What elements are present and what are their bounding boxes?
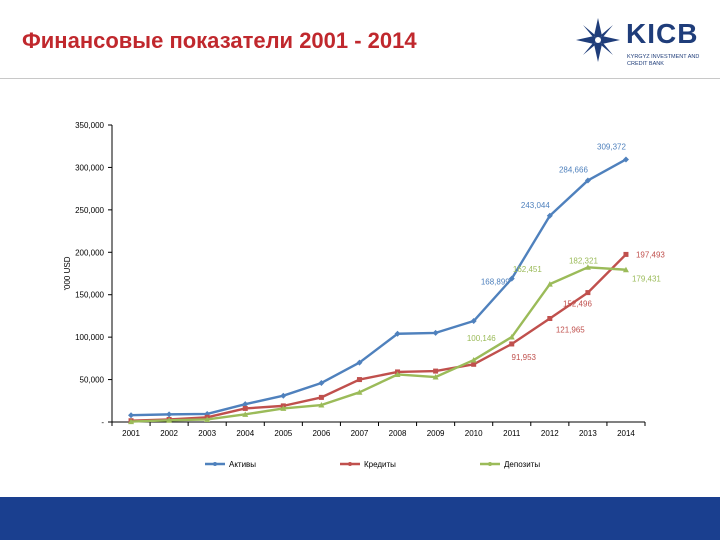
data-point <box>508 275 515 282</box>
x-tick-label: 2010 <box>465 429 483 438</box>
title-divider <box>0 78 720 79</box>
x-tick-label: 2004 <box>236 429 254 438</box>
data-point <box>318 394 324 400</box>
data-point <box>242 405 248 411</box>
footer-bar <box>0 497 720 540</box>
data-label: 284,666 <box>559 165 588 174</box>
legend-entry: Активы <box>229 460 256 469</box>
data-point <box>394 330 401 337</box>
data-point <box>318 402 325 408</box>
y-tick-label: 300,000 <box>75 163 104 172</box>
series-line-0 <box>131 158 627 417</box>
data-label: 309,372 <box>597 142 626 151</box>
y-tick-label: 350,000 <box>75 121 104 130</box>
data-point <box>204 416 211 422</box>
data-point <box>394 371 401 377</box>
data-point <box>128 412 135 419</box>
data-point <box>242 401 249 408</box>
legend-marker <box>488 462 492 466</box>
data-label: 162,451 <box>513 265 542 274</box>
series-line-2 <box>130 266 627 423</box>
data-point <box>356 359 363 366</box>
legend-entry: Депозиты <box>504 460 540 469</box>
data-point <box>546 212 553 219</box>
data-point <box>508 334 515 340</box>
data-label: 91,953 <box>512 353 537 362</box>
x-tick-label: 2006 <box>312 429 330 438</box>
legend-marker <box>213 462 217 466</box>
x-tick-label: 2005 <box>274 429 292 438</box>
y-axis-label: '000 USD <box>63 256 72 290</box>
data-label: 152,496 <box>563 300 592 309</box>
data-point <box>509 341 515 347</box>
x-tick-label: 2001 <box>122 429 140 438</box>
data-point <box>433 368 439 374</box>
data-label: 243,044 <box>521 201 550 210</box>
data-point <box>432 329 439 336</box>
y-tick-label: 100,000 <box>75 333 104 342</box>
data-point <box>470 318 477 325</box>
x-tick-label: 2013 <box>579 429 597 438</box>
y-tick-label: - <box>101 418 104 427</box>
data-label: 100,146 <box>467 334 496 343</box>
data-point <box>470 357 477 363</box>
y-tick-label: 250,000 <box>75 206 104 215</box>
data-label: 179,431 <box>632 275 661 284</box>
data-point <box>166 417 173 423</box>
data-point <box>318 379 325 386</box>
compass-star-icon <box>576 18 620 62</box>
data-point <box>242 411 249 417</box>
x-tick-label: 2003 <box>198 429 216 438</box>
data-label: 121,965 <box>556 326 585 335</box>
data-point <box>584 264 591 270</box>
y-tick-label: 50,000 <box>80 376 105 385</box>
series-line-1 <box>130 253 627 422</box>
logo-wordmark: KICB <box>626 18 699 49</box>
legend-entry: Кредиты <box>364 460 396 469</box>
financial-indicators-chart: - 50,000 100,000 150,000 200,000 250,000 300,0… <box>63 121 665 469</box>
x-tick-label: 2014 <box>617 429 635 438</box>
data-point <box>584 177 591 184</box>
kicb-logo: KICB KYRGYZ INVESTMENT AND CREDIT BANK <box>574 16 706 72</box>
data-point <box>280 405 287 411</box>
x-tick-label: 2002 <box>160 429 178 438</box>
data-point <box>585 290 591 296</box>
data-point <box>622 266 629 273</box>
x-tick-label: 2007 <box>351 429 369 438</box>
data-label: 168,899 <box>481 278 510 287</box>
data-label: 182,321 <box>569 256 598 265</box>
data-point <box>356 389 363 395</box>
legend-marker <box>348 462 352 466</box>
data-point <box>166 411 173 418</box>
data-point <box>356 377 362 383</box>
x-tick-label: 2009 <box>427 429 445 438</box>
y-tick-label: 200,000 <box>75 248 104 257</box>
data-point <box>622 156 629 163</box>
data-point <box>546 281 553 287</box>
data-point <box>128 418 135 425</box>
data-label: 197,493 <box>636 250 665 259</box>
logo-tagline: KYRGYZ INVESTMENT AND CREDIT BANK <box>627 54 700 67</box>
data-point <box>623 251 629 257</box>
data-point <box>471 361 477 367</box>
page-title: Финансовые показатели 2001 - 2014 <box>22 28 417 53</box>
x-tick-label: 2011 <box>503 429 521 438</box>
data-point <box>547 316 553 322</box>
data-point <box>280 392 287 399</box>
y-tick-label: 150,000 <box>75 291 104 300</box>
x-tick-label: 2012 <box>541 429 559 438</box>
x-tick-label: 2008 <box>389 429 407 438</box>
data-point <box>432 374 439 380</box>
